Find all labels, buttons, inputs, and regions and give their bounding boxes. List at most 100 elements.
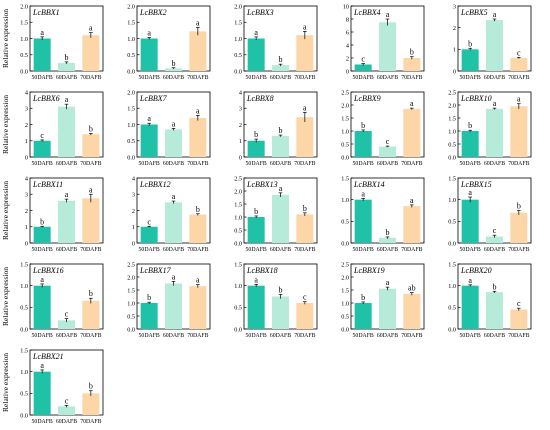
y-tick-label: 0.0 [20, 68, 28, 75]
y-tick-label: 1.5 [341, 287, 349, 294]
bar-50DAFB [140, 226, 158, 243]
bar-50DAFB [461, 285, 479, 329]
y-tick-label: 2.5 [127, 261, 135, 268]
chart-panel-1: 0.0 0.5 1.0 1.5 2.0 Relative expression LcBBX1… [1, 3, 104, 81]
bar-70DAFB [403, 58, 421, 71]
bar-70DAFB [82, 35, 100, 71]
x-tick-label: 70DAFB [294, 75, 315, 81]
x-tick-label: 50DAFB [353, 333, 374, 339]
significance-letter: b [172, 59, 176, 68]
chart-title: LcBBX1 [32, 8, 60, 17]
significance-letter: a [147, 114, 151, 123]
x-tick-label: 70DAFB [187, 333, 208, 339]
y-tick-label: 2.5 [448, 89, 456, 96]
chart-panel-9: 0.0 0.5 1.0 1.5 2.0 2.5 LcBBX9 b 50DAFB c 60DAFB a 7… [341, 89, 425, 167]
bar-60DAFB [486, 292, 503, 329]
x-tick-label: 50DAFB [32, 333, 53, 339]
x-tick-label: 50DAFB [139, 247, 160, 253]
chart-title: LcBBX8 [246, 94, 274, 103]
y-tick-label: 1.5 [341, 175, 349, 182]
significance-letter: b [89, 124, 93, 133]
significance-letter: a [468, 276, 472, 285]
x-tick-label: 50DAFB [139, 161, 160, 167]
y-tick-label: 1.5 [234, 201, 242, 208]
significance-letter: a [386, 10, 390, 19]
x-tick-label: 50DAFB [353, 247, 374, 253]
x-tick-label: 70DAFB [80, 161, 101, 167]
chart-title: LcBBX16 [32, 266, 64, 275]
y-tick-label: 1.0 [20, 369, 28, 376]
chart-title: LcBBX14 [353, 180, 385, 189]
y-tick-label: 4 [25, 175, 28, 182]
y-tick-label: 0.5 [234, 305, 242, 312]
x-tick-label: 60DAFB [56, 247, 77, 253]
significance-letter: a [196, 276, 200, 285]
y-tick-label: 6 [346, 29, 349, 36]
y-tick-label: 3 [25, 192, 28, 199]
significance-letter: b [89, 289, 93, 298]
y-tick-label: 1.5 [341, 115, 349, 122]
y-tick-label: 0 [346, 68, 349, 75]
y-tick-label: 0.0 [127, 326, 135, 333]
chart-title: LcBBX2 [139, 8, 167, 17]
y-tick-label: 0.5 [127, 138, 135, 145]
significance-letter: a [89, 24, 93, 33]
y-tick-label: 1.0 [20, 36, 28, 43]
y-tick-label: 3 [453, 3, 456, 10]
x-tick-label: 50DAFB [246, 333, 267, 339]
bar-60DAFB [486, 108, 503, 157]
bar-60DAFB [486, 236, 503, 243]
chart-title: LcBBX15 [460, 180, 492, 189]
bar-50DAFB [461, 131, 479, 157]
x-tick-label: 60DAFB [56, 333, 77, 339]
x-tick-label: 60DAFB [163, 75, 184, 81]
chart-panel-6: 0 1 2 3 4 Relative expression LcBBX6 c 50DAFB a 60… [1, 89, 104, 167]
y-tick-label: 2.0 [127, 274, 135, 281]
significance-letter: b [493, 282, 497, 291]
x-tick-label: 70DAFB [401, 247, 422, 253]
y-tick-label: 0.5 [127, 52, 135, 59]
significance-letter: b [468, 121, 472, 130]
x-tick-label: 50DAFB [32, 247, 53, 253]
x-tick-label: 60DAFB [377, 247, 398, 253]
y-tick-label: 3 [25, 106, 28, 113]
bar-50DAFB [461, 199, 479, 243]
bar-50DAFB [354, 199, 372, 243]
chart-panel-13: 0.0 0.5 1.0 1.5 2.0 2.5 LcBBX13 b 50DAFB a 60DAFB b… [234, 175, 318, 253]
y-tick-label: 4 [132, 175, 135, 182]
y-axis-label: Relative expression [1, 95, 10, 154]
x-tick-label: 70DAFB [187, 161, 208, 167]
chart-title: LcBBX20 [460, 266, 492, 275]
x-tick-label: 60DAFB [377, 75, 398, 81]
y-tick-label: 1 [239, 138, 242, 145]
y-tick-label: 3 [239, 106, 242, 113]
x-tick-label: 50DAFB [353, 75, 374, 81]
y-tick-label: 4 [346, 42, 349, 49]
bar-50DAFB [33, 38, 51, 71]
chart-panel-8: 0 1 2 3 4 LcBBX8 b 50DAFB b 60DAFB a 70DAFB [239, 89, 318, 167]
y-tick-label: 1.0 [448, 128, 456, 135]
bar-60DAFB [272, 65, 289, 71]
bar-50DAFB [247, 38, 265, 71]
bar-60DAFB [486, 20, 503, 71]
bar-50DAFB [247, 217, 265, 243]
significance-letter: a [196, 18, 200, 27]
y-axis-label: Relative expression [1, 9, 10, 68]
chart-title: LcBBX9 [353, 94, 381, 103]
x-tick-label: 60DAFB [484, 161, 505, 167]
y-tick-label: 2 [25, 122, 28, 129]
bar-70DAFB [296, 214, 314, 243]
bar-50DAFB [354, 303, 372, 329]
bar-70DAFB [189, 31, 207, 72]
x-tick-label: 60DAFB [56, 419, 77, 425]
x-tick-label: 50DAFB [246, 75, 267, 81]
y-tick-label: 2.0 [341, 102, 349, 109]
y-tick-label: 1.0 [20, 283, 28, 290]
x-tick-label: 60DAFB [56, 75, 77, 81]
significance-letter: ab [408, 284, 416, 293]
x-tick-label: 60DAFB [270, 161, 291, 167]
significance-letter: a [303, 103, 307, 112]
x-tick-label: 70DAFB [187, 75, 208, 81]
